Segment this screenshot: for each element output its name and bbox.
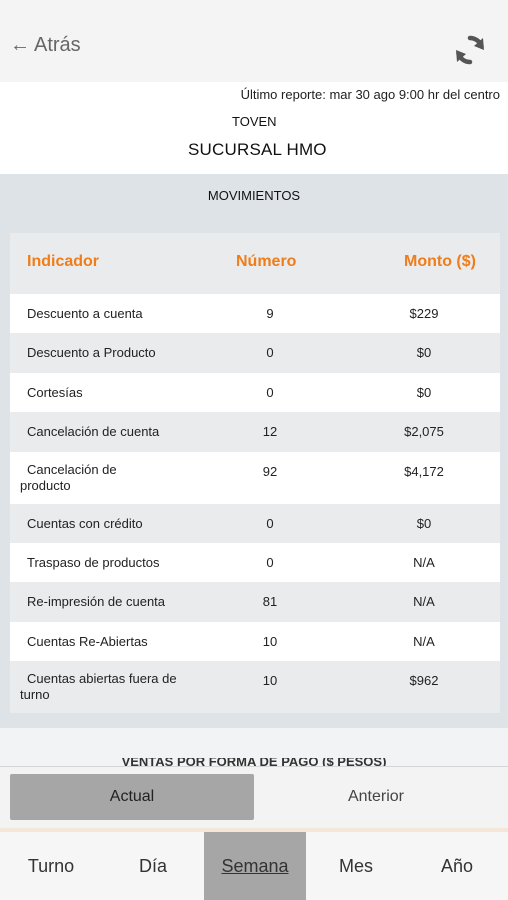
brand-name: TOVEN [232,114,277,129]
header-indicador: Indicador [27,253,100,270]
cell-indicador: Cancelación de producto [20,461,117,493]
period-anterior-button[interactable]: Anterior [347,788,405,805]
cell-indicador: Cuentas con crédito [27,515,143,531]
top-bar: ← Atrás [0,0,508,82]
cell-monto: $0 [416,384,432,400]
header-monto: Monto ($) [404,253,476,270]
tab-semana[interactable]: Semana [204,832,306,900]
table-row: Cuentas con crédito 0 $0 [10,503,500,543]
cell-numero: 0 [266,345,274,361]
header-numero: Número [236,253,297,270]
period-selector: Actual Anterior [0,766,508,828]
cell-monto: $229 [409,306,439,321]
cell-numero: 10 [262,633,278,649]
section-title: MOVIMIENTOS [207,188,301,203]
tab-ano[interactable]: Año [440,855,474,876]
tab-dia[interactable]: Día [138,855,167,876]
back-label: Atrás [34,34,81,56]
back-button[interactable]: ← Atrás [10,34,81,57]
cell-indicador: Cortesías [27,384,83,400]
cell-monto: N/A [413,554,435,570]
branch-name: SUCURSAL HMO [188,140,327,159]
table-row: Cancelación de producto 92 $4,172 [10,451,500,504]
arrow-left-icon: ← [10,34,30,56]
cell-indicador: Cuentas abiertas fuera de turno [20,671,177,703]
cell-indicador: Descuento a Producto [27,345,156,361]
next-section-panel [0,728,508,768]
cell-monto: $2,075 [404,424,444,440]
tab-turno[interactable]: Turno [27,855,75,876]
table-row: Re-impresión de cuenta 81 N/A [10,582,500,622]
cell-monto: $4,172 [404,463,444,479]
table-row: Descuento a cuenta 9 $229 [10,294,500,334]
cell-numero: 0 [266,515,274,531]
cell-numero: 92 [262,463,278,479]
cell-indicador: Descuento a cuenta [27,306,143,321]
report-header: Último reporte: mar 30 ago 9:00 hr del c… [0,82,508,174]
cell-numero: 81 [262,594,278,610]
cell-indicador: Cuentas Re-Abiertas [27,633,148,649]
cell-numero: 0 [266,554,274,570]
cell-monto: $0 [416,515,432,531]
content-strip [0,828,508,832]
cell-numero: 12 [262,424,278,440]
next-section-title: VENTAS POR FORMA DE PAGO ($ PESOS) [121,758,387,766]
table-row: Cuentas Re-Abiertas 10 N/A [10,621,500,662]
period-actual-button[interactable]: Actual [10,774,254,820]
movements-table: Indicador Número Monto ($) Descuento a c… [10,233,500,714]
table-header: Indicador Número Monto ($) [10,233,500,294]
cell-monto: N/A [413,633,435,649]
cell-monto: $962 [409,673,439,689]
table-row: Traspaso de productos 0 N/A [10,542,500,583]
refresh-icon[interactable] [452,32,488,68]
cell-monto: N/A [413,594,435,610]
cell-indicador: Re-impresión de cuenta [27,594,166,610]
table-row: Cortesías 0 $0 [10,372,500,413]
last-report-text: Último reporte: mar 30 ago 9:00 hr del c… [240,87,500,102]
bottom-tab-bar: Turno Día Semana Mes Año [0,832,508,900]
table-row: Descuento a Producto 0 $0 [10,333,500,373]
table-row: Cancelación de cuenta 12 $2,075 [10,412,500,452]
cell-numero: 0 [266,384,274,400]
cell-indicador: Traspaso de productos [27,554,160,570]
cell-monto: $0 [416,345,432,361]
cell-numero: 10 [262,673,278,689]
table-row: Cuentas abiertas fuera de turno 10 $962 [10,661,500,714]
cell-numero: 9 [266,306,274,321]
tab-mes[interactable]: Mes [338,855,373,876]
cell-indicador: Cancelación de cuenta [27,424,160,440]
